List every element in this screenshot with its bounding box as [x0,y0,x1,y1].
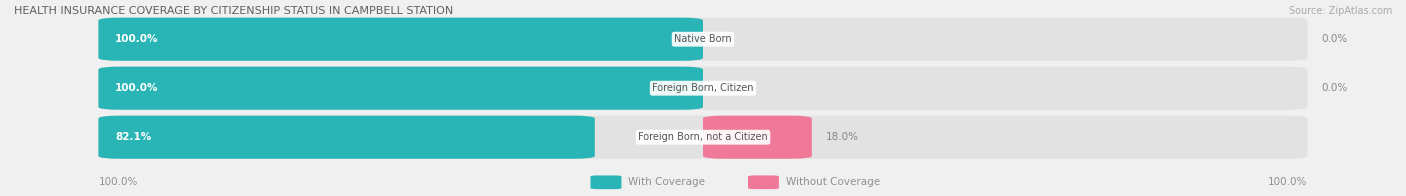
FancyBboxPatch shape [98,18,1308,61]
Text: 100.0%: 100.0% [115,83,159,93]
Text: 100.0%: 100.0% [1268,177,1308,187]
FancyBboxPatch shape [98,116,1308,159]
Text: HEALTH INSURANCE COVERAGE BY CITIZENSHIP STATUS IN CAMPBELL STATION: HEALTH INSURANCE COVERAGE BY CITIZENSHIP… [14,6,453,16]
Text: 100.0%: 100.0% [115,34,159,44]
Text: With Coverage: With Coverage [628,177,706,187]
FancyBboxPatch shape [591,175,621,189]
FancyBboxPatch shape [703,116,811,159]
FancyBboxPatch shape [98,67,703,110]
Text: 0.0%: 0.0% [1322,83,1348,93]
Text: 18.0%: 18.0% [825,132,859,142]
FancyBboxPatch shape [98,67,1308,110]
FancyBboxPatch shape [98,18,703,61]
Text: Foreign Born, not a Citizen: Foreign Born, not a Citizen [638,132,768,142]
Text: Source: ZipAtlas.com: Source: ZipAtlas.com [1288,6,1392,16]
Text: 82.1%: 82.1% [115,132,152,142]
Text: Foreign Born, Citizen: Foreign Born, Citizen [652,83,754,93]
Text: Without Coverage: Without Coverage [786,177,880,187]
FancyBboxPatch shape [98,116,595,159]
Text: 100.0%: 100.0% [98,177,138,187]
Text: Native Born: Native Born [675,34,731,44]
FancyBboxPatch shape [748,175,779,189]
Text: 0.0%: 0.0% [1322,34,1348,44]
